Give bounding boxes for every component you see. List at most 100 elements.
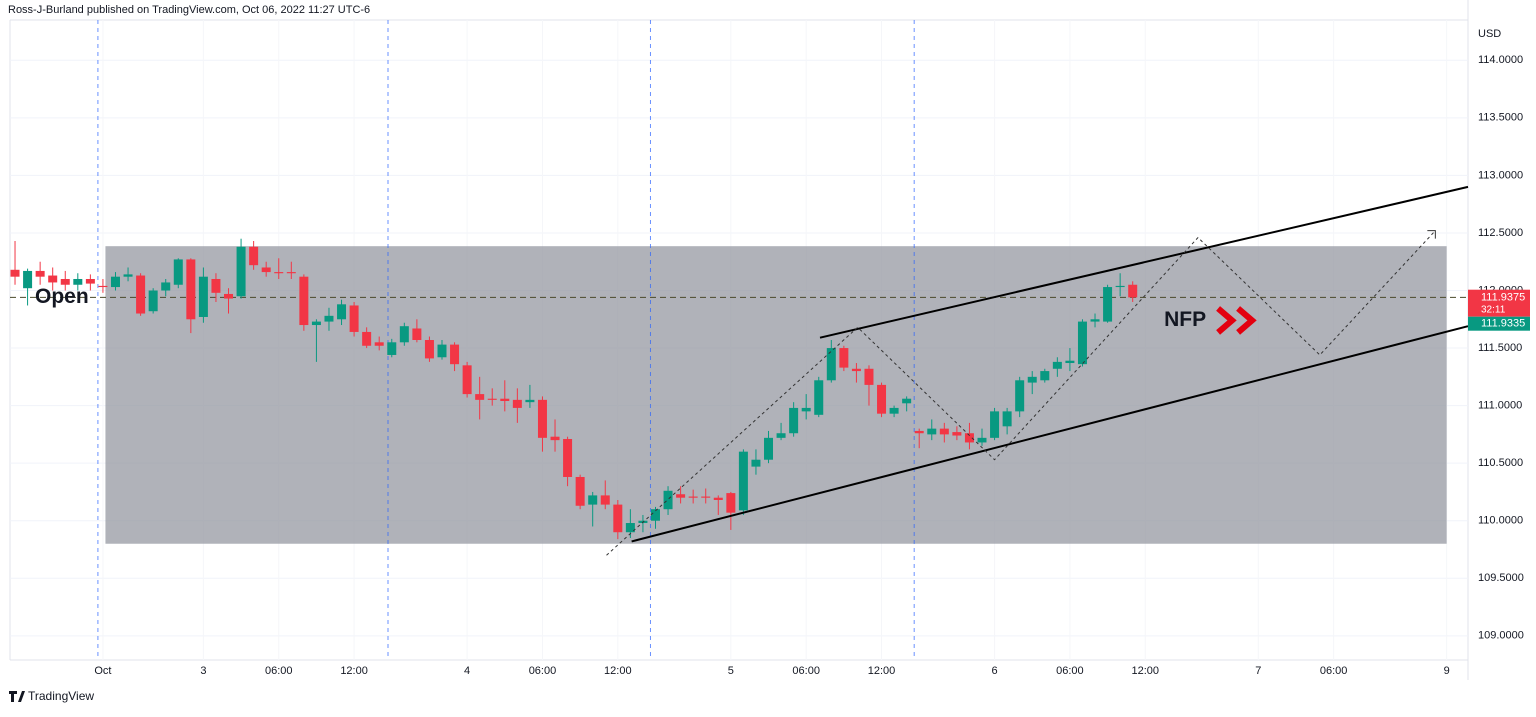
candle-body xyxy=(575,476,585,506)
candle-body xyxy=(1115,285,1125,288)
candle-body xyxy=(148,290,158,312)
candle-body xyxy=(688,496,698,498)
last-price-box xyxy=(1468,289,1530,317)
byline: Ross-J-Burland published on TradingView.… xyxy=(8,4,370,16)
x-tick-label: 12:00 xyxy=(1131,665,1159,677)
candle-body xyxy=(462,365,472,395)
candle-body xyxy=(98,285,108,288)
candle-body xyxy=(914,430,924,434)
x-tick-label: 06:00 xyxy=(792,665,820,677)
candle-body xyxy=(487,398,497,400)
candle-body xyxy=(650,509,660,521)
candle-body xyxy=(764,437,774,460)
y-tick-label: 113.5000 xyxy=(1478,112,1523,124)
candle-body xyxy=(324,315,334,322)
y-tick-label: 110.0000 xyxy=(1478,515,1523,527)
candle-body xyxy=(349,305,359,332)
chevron-icon xyxy=(1236,306,1257,335)
candle-body xyxy=(123,274,133,277)
candle-body xyxy=(977,437,987,443)
currency: USD xyxy=(1478,28,1501,40)
candle-body xyxy=(525,399,535,403)
projection-path xyxy=(606,230,1436,556)
x-tick-label: 12:00 xyxy=(868,665,896,677)
candle-body xyxy=(1128,284,1138,298)
candle-body xyxy=(964,433,974,443)
candle-body xyxy=(85,278,95,284)
candle-body xyxy=(902,398,912,404)
y-tick-label: 111.0000 xyxy=(1478,400,1522,412)
candle-body xyxy=(110,276,120,288)
candle-body xyxy=(500,398,510,402)
candle-body xyxy=(412,328,422,340)
candle-body xyxy=(224,293,234,299)
countdown-label: 32:11 xyxy=(1481,304,1506,315)
candle-body xyxy=(751,459,761,467)
candle-body xyxy=(990,411,1000,438)
second-price-box xyxy=(1468,316,1530,331)
candle-body xyxy=(512,399,522,408)
candle-body xyxy=(1040,371,1050,381)
candle-body xyxy=(537,399,547,438)
candle-body xyxy=(261,267,271,273)
y-tick-label: 110.5000 xyxy=(1478,457,1523,469)
candle-body xyxy=(776,433,786,438)
candle-body xyxy=(73,278,83,285)
x-tick-label: 9 xyxy=(1444,665,1450,677)
range-zone xyxy=(105,246,1447,544)
candle-body xyxy=(136,275,146,314)
candle-body xyxy=(399,326,409,343)
candle-body xyxy=(1002,411,1012,427)
candle-body xyxy=(311,321,321,326)
open-label: Open xyxy=(35,285,89,308)
x-tick-label: 06:00 xyxy=(1320,665,1348,677)
candle-body xyxy=(701,496,711,498)
candle-body xyxy=(839,348,849,368)
candle-body xyxy=(23,270,33,289)
candle-body xyxy=(161,282,171,291)
candle-body xyxy=(1027,376,1037,383)
candle-body xyxy=(186,259,196,320)
candle-body xyxy=(286,272,296,274)
candle-body xyxy=(1077,321,1087,365)
candle-body xyxy=(939,428,949,435)
candle-body xyxy=(877,384,887,414)
candle-body xyxy=(1052,361,1062,369)
candle-body xyxy=(588,495,598,505)
candle-body xyxy=(236,246,246,297)
x-tick-label: 06:00 xyxy=(265,665,293,677)
candle-body xyxy=(198,276,208,317)
candle-body xyxy=(563,438,573,477)
candle-body xyxy=(173,259,183,285)
candle-body xyxy=(475,394,485,400)
candle-body xyxy=(801,407,811,412)
candle-body xyxy=(864,368,874,385)
candle-body xyxy=(600,495,610,505)
x-tick-label: 06:00 xyxy=(529,665,557,677)
candle-body xyxy=(927,428,937,435)
y-tick-label: 114.0000 xyxy=(1478,54,1523,66)
candle-body xyxy=(362,331,372,346)
candle-body xyxy=(676,494,686,498)
candle-body xyxy=(952,432,962,436)
y-tick-label: 109.5000 xyxy=(1478,572,1524,584)
candle-body xyxy=(613,504,623,533)
candle-body xyxy=(424,340,434,359)
candle-body xyxy=(814,380,824,415)
candle-body xyxy=(437,344,447,358)
candle-body xyxy=(274,272,284,274)
candle-body xyxy=(826,348,836,381)
candle-body xyxy=(1103,287,1113,322)
candle-body xyxy=(789,407,799,434)
candle-body xyxy=(738,451,748,511)
y-tick-label: 112.5000 xyxy=(1478,227,1523,239)
candle-body xyxy=(374,342,384,346)
candle-body xyxy=(726,493,736,513)
candle-body xyxy=(1015,380,1025,412)
y-tick-label: 109.0000 xyxy=(1478,630,1524,642)
trendline xyxy=(819,185,1469,339)
y-tick-label: 111.5000 xyxy=(1478,342,1522,354)
logo xyxy=(9,691,25,702)
candle-body xyxy=(48,275,58,283)
